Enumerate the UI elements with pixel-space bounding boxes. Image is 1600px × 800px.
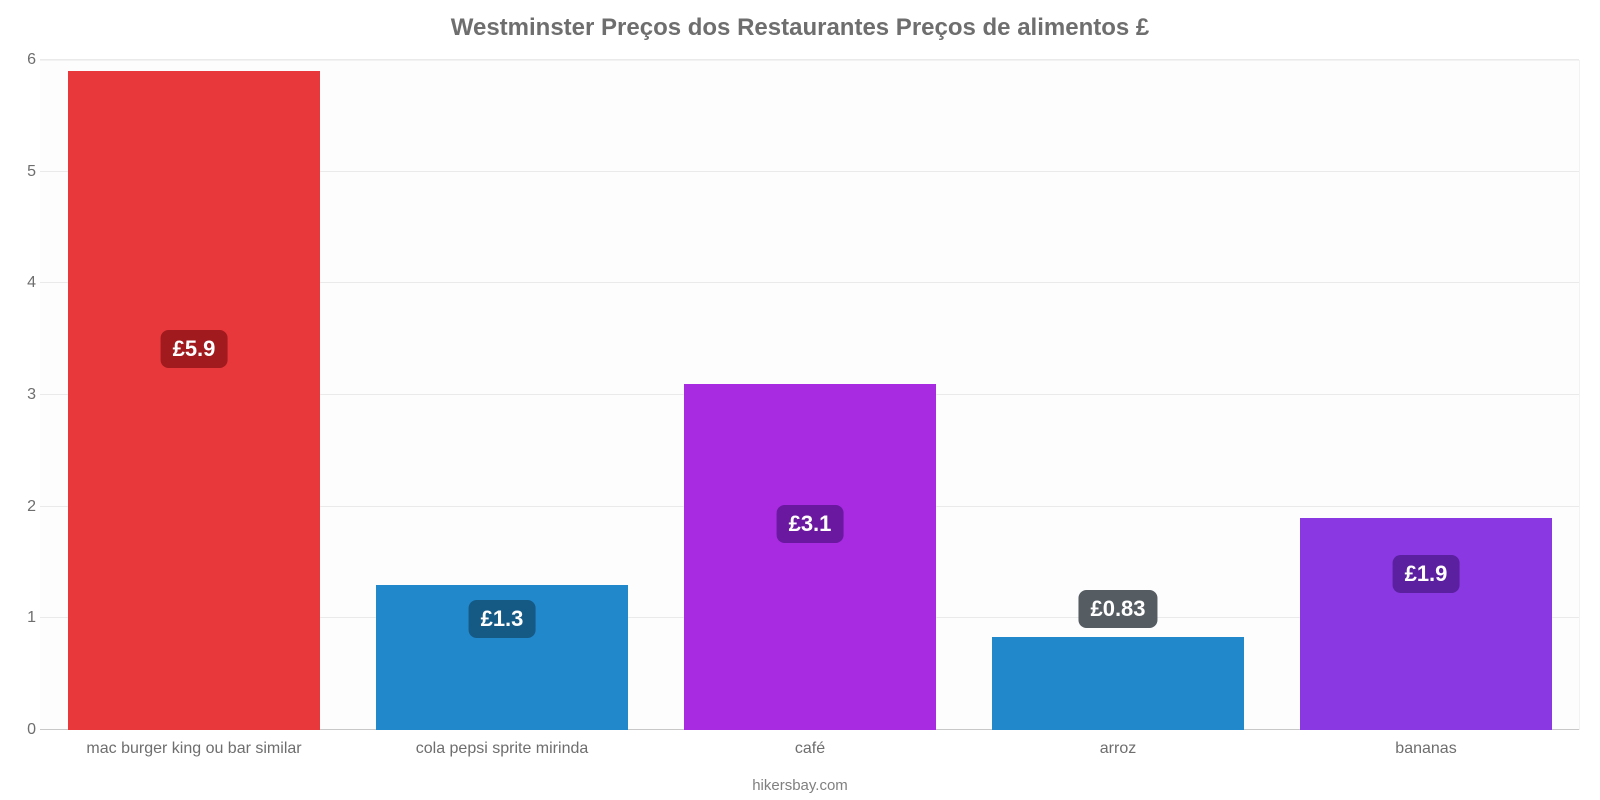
y-tick-label: 4 [6,274,36,292]
chart-title: Westminster Preços dos Restaurantes Preç… [0,14,1600,42]
y-tick-label: 0 [6,721,36,739]
value-badge: £5.9 [161,330,228,368]
value-badge: £0.83 [1078,590,1157,628]
value-badge: £3.1 [777,505,844,543]
gridline [40,59,1579,60]
x-tick-label: arroz [1100,740,1136,758]
x-tick-label: bananas [1395,740,1456,758]
bar [992,637,1245,730]
x-tick-label: café [795,740,825,758]
x-tick-label: cola pepsi sprite mirinda [416,740,589,758]
attribution-text: hikersbay.com [0,777,1600,794]
y-tick-label: 3 [6,386,36,404]
value-badge: £1.9 [1393,555,1460,593]
y-tick-label: 2 [6,498,36,516]
plot-area [40,60,1580,730]
y-tick-label: 1 [6,609,36,627]
bar [684,384,937,730]
y-tick-label: 6 [6,51,36,69]
x-tick-label: mac burger king ou bar similar [86,740,301,758]
bar [68,71,321,730]
y-tick-label: 5 [6,163,36,181]
bar [1300,518,1553,730]
price-bar-chart: Westminster Preços dos Restaurantes Preç… [0,0,1600,800]
value-badge: £1.3 [469,600,536,638]
